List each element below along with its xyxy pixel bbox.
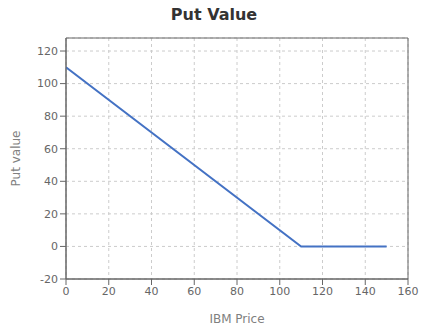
svg-text:120: 120 (312, 285, 333, 298)
svg-text:-20: -20 (40, 273, 58, 286)
html-text:Put Value: Put Value (170, 5, 258, 24)
svg-text:140: 140 (355, 285, 376, 298)
svg-text:40: 40 (145, 285, 159, 298)
svg-text:160: 160 (398, 285, 419, 298)
svg-text:40: 40 (44, 175, 58, 188)
svg-text:0: 0 (51, 240, 58, 253)
svg-text:0: 0 (63, 285, 70, 298)
svg-text:120: 120 (37, 45, 58, 58)
svg-text:60: 60 (44, 143, 58, 156)
svg-text:80: 80 (44, 110, 58, 123)
svg-text:20: 20 (102, 285, 116, 298)
svg-text:100: 100 (269, 285, 290, 298)
svg-text:100: 100 (37, 77, 58, 90)
svg-text:80: 80 (230, 285, 244, 298)
svg-text:20: 20 (44, 208, 58, 221)
svg-text:60: 60 (187, 285, 201, 298)
svg-text:Put value: Put value (9, 131, 23, 187)
svg-text:IBM Price: IBM Price (209, 312, 264, 326)
